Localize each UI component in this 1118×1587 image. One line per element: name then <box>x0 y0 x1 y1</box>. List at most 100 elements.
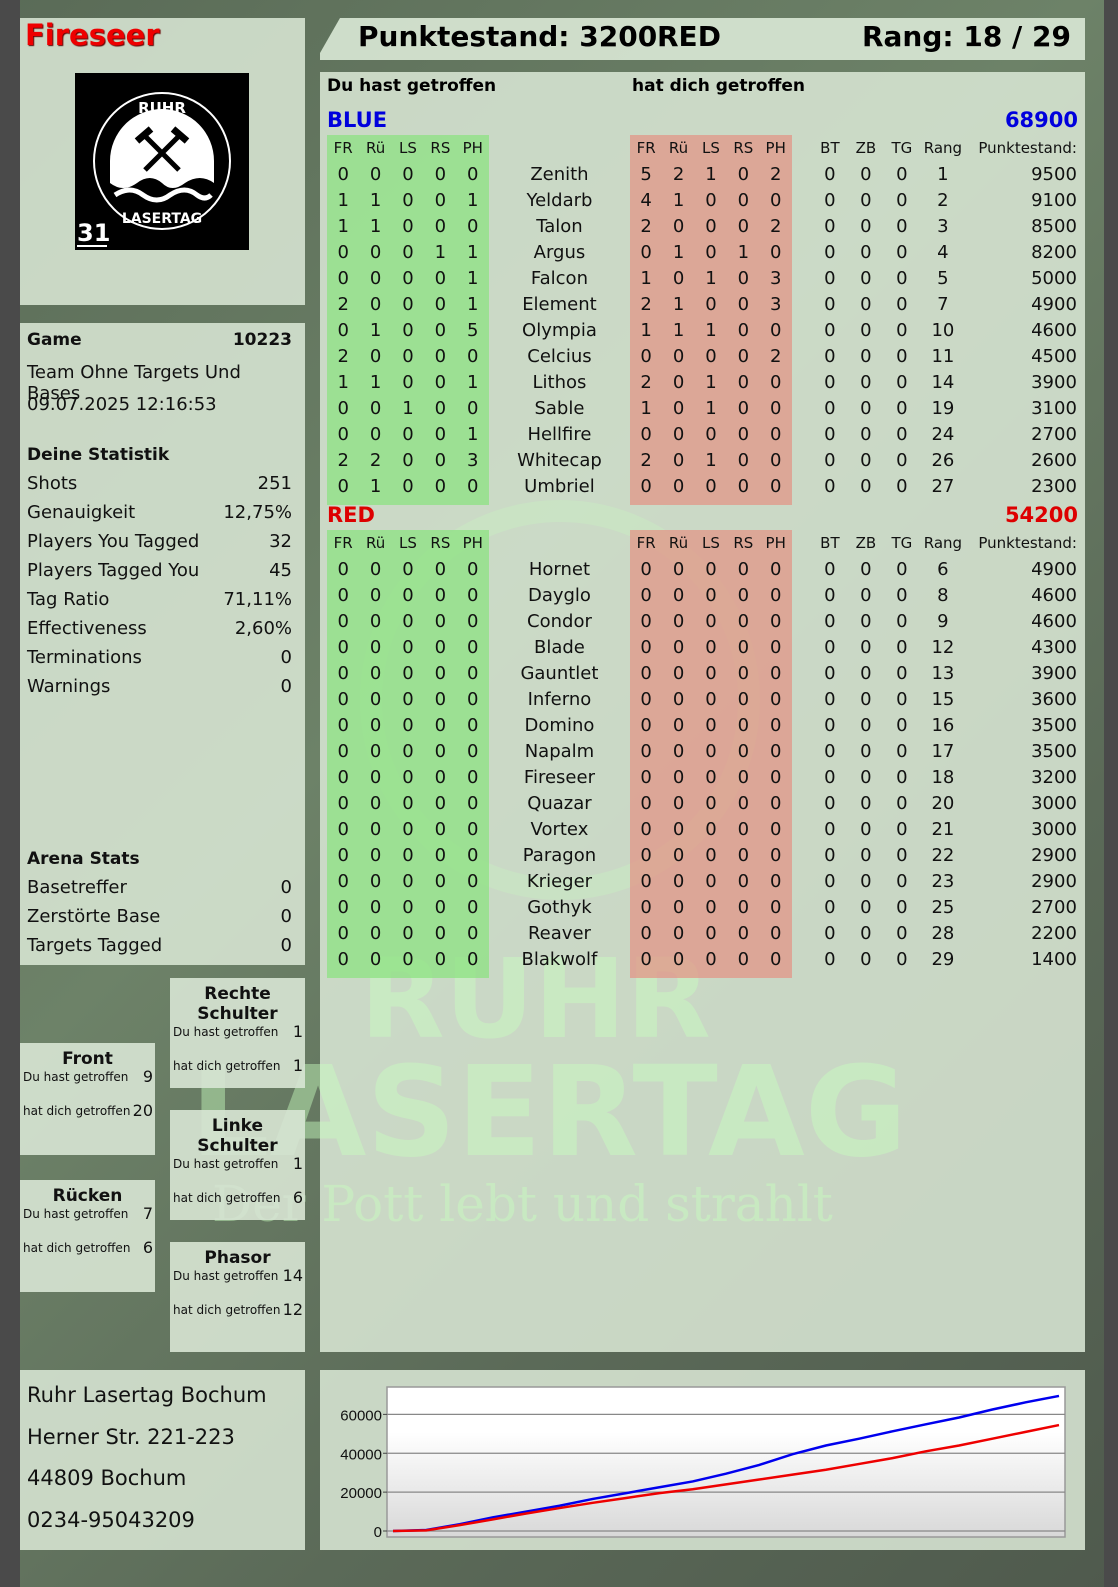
you-hit-row: Du hast getroffen 9 <box>20 1069 155 1103</box>
body-part-box: Rechte Schulter Du hast getroffen 1 hat dic… <box>170 978 305 1088</box>
you-hit-cell: 0 <box>434 585 447 606</box>
table-row: 0 0 0 0 0 Domino 0 0 0 0 0 0 0 0 16 3500 <box>327 713 1076 739</box>
extra-cell: 0 <box>860 793 872 814</box>
hit-you-cell: 5 <box>640 164 652 185</box>
hit-you-cell: 1 <box>640 398 652 419</box>
col-header: Rü <box>365 139 386 157</box>
extra-cell: 0 <box>896 741 908 762</box>
hit-you-cell: 0 <box>705 845 717 866</box>
hit-you-cell: 0 <box>769 689 782 710</box>
player-name-cell: Umbriel <box>524 476 595 497</box>
you-hit-cell: 0 <box>337 923 349 944</box>
player-name-cell: Hornet <box>528 559 591 580</box>
you-hit-cell: 0 <box>337 663 349 684</box>
spacer <box>792 135 812 161</box>
extra-cell: 0 <box>860 372 872 393</box>
extra-cell: 0 <box>896 216 908 237</box>
player-name-cell: Vortex <box>530 819 589 840</box>
you-hit-cell: 0 <box>434 164 447 185</box>
table-header: FR Rü LS RS PH FR Rü LS RS PH BT ZB TG Rang Punktestan… <box>327 530 1077 556</box>
extra-cell: 0 <box>824 190 836 211</box>
extra-cell: 0 <box>860 689 872 710</box>
extra-cell: 0 <box>824 268 836 289</box>
player-name-cell: Gauntlet <box>520 663 599 684</box>
hit-you-cell: 0 <box>705 871 717 892</box>
spacer <box>792 609 812 635</box>
score-cell: 3000 <box>1031 793 1077 814</box>
stat-value: 2,60% <box>234 618 292 639</box>
hit-you-block <box>630 530 792 978</box>
hit-you-cell: 0 <box>672 689 685 710</box>
player-name-cell: Falcon <box>530 268 588 289</box>
you-hit-cell: 0 <box>467 871 479 892</box>
you-hit-cell: 1 <box>369 372 382 393</box>
you-hit-cell: 0 <box>402 897 414 918</box>
hit-you-cell: 0 <box>737 923 750 944</box>
player-team: RED <box>657 20 721 53</box>
extra-cell: 0 <box>896 949 908 970</box>
hit-you-cell: 0 <box>705 897 717 918</box>
score-cell: 3100 <box>1031 398 1077 419</box>
you-hit-label: Du hast getroffen <box>173 1157 279 1171</box>
hit-you-row: hat dich getroffen 12 <box>170 1302 305 1336</box>
hit-you-cell: 1 <box>672 190 685 211</box>
hit-you-cell: 1 <box>737 242 750 263</box>
stats-title-text: Deine Statistik <box>27 445 170 465</box>
extra-cell: 0 <box>824 424 836 445</box>
hit-you-cell: 0 <box>705 242 717 263</box>
you-hit-cell: 1 <box>369 190 382 211</box>
stat-label: Terminations <box>27 647 142 668</box>
you-hit-cell: 1 <box>467 372 479 393</box>
col-header: RS <box>733 534 754 552</box>
hit-you-cell: 0 <box>769 398 782 419</box>
y-tick-label: 40000 <box>340 1446 382 1463</box>
arena-value: 0 <box>280 935 292 956</box>
spacer <box>792 474 812 500</box>
player-name-cell: Celcius <box>527 346 592 367</box>
you-hit-label: Du hast getroffen <box>23 1070 129 1084</box>
score-cell: 3900 <box>1031 372 1077 393</box>
you-hit-cell: 1 <box>402 398 414 419</box>
table-row: 0 1 0 0 5 Olympia 1 1 1 0 0 0 0 0 10 4600 <box>327 318 1076 344</box>
you-hit-cell: 0 <box>402 663 414 684</box>
hit-you-cell: 0 <box>672 793 685 814</box>
you-hit-cell: 0 <box>434 268 447 289</box>
col-header: PH <box>462 534 483 552</box>
you-hit-cell: 0 <box>402 320 414 341</box>
col-header: PH <box>765 534 786 552</box>
team-score-blue: 68900 <box>1004 108 1078 132</box>
score-cell: 4900 <box>1031 294 1077 315</box>
player-name-cell: Quazar <box>527 793 592 814</box>
rank-cell: 14 <box>931 372 955 393</box>
arena-row: Basetreffer 0 <box>27 877 292 898</box>
hit-you-cell: 1 <box>705 450 717 471</box>
hit-you-cell: 0 <box>737 897 750 918</box>
extra-cell: 0 <box>824 767 836 788</box>
spacer <box>792 869 812 895</box>
stat-value: 251 <box>257 473 292 494</box>
rank-cell: 28 <box>931 923 955 944</box>
hit-you-cell: 0 <box>737 476 750 497</box>
hit-you-cell: 0 <box>672 611 685 632</box>
extra-cell: 0 <box>824 845 836 866</box>
hit-you-cell: 0 <box>705 949 717 970</box>
col-header-name <box>489 530 630 556</box>
body-part-title: Rücken <box>52 1186 123 1206</box>
you-hit-cell: 0 <box>467 216 479 237</box>
arena-value: 0 <box>280 906 292 927</box>
hit-you-label: hat dich getroffen <box>23 1241 131 1255</box>
rank-cell: 21 <box>931 819 955 840</box>
you-hit-cell: 0 <box>402 689 414 710</box>
extra-cell: 0 <box>824 450 836 471</box>
extra-cell: 0 <box>896 190 908 211</box>
you-hit-label: Du hast getroffen <box>23 1207 129 1221</box>
score-cell: 2200 <box>1031 923 1077 944</box>
rank-cell: 27 <box>931 476 955 497</box>
you-hit-block <box>327 135 489 505</box>
you-hit-cell: 0 <box>369 346 382 367</box>
table-row: 1 1 0 0 0 Talon 2 0 0 0 2 0 0 0 3 8500 <box>327 214 1076 240</box>
col-header: RS <box>430 139 451 157</box>
you-hit-cell: 0 <box>402 871 414 892</box>
col-header: LS <box>701 534 720 552</box>
score-cell: 4500 <box>1031 346 1077 367</box>
